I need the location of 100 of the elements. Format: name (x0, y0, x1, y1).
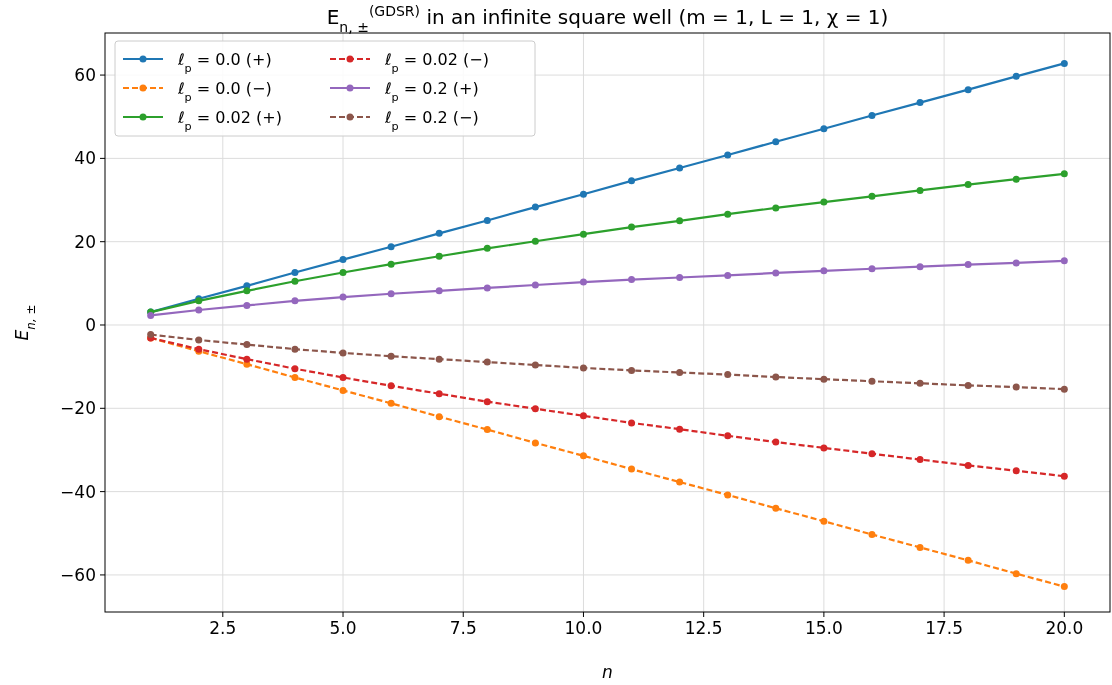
point (628, 177, 636, 185)
point (579, 364, 587, 372)
point (820, 125, 828, 133)
x-tick-label: 20.0 (1045, 618, 1084, 638)
point (339, 349, 347, 357)
point (531, 281, 539, 289)
point (291, 297, 299, 305)
point (531, 439, 539, 447)
point (1012, 570, 1020, 578)
x-tick-label: 15.0 (804, 618, 843, 638)
point (724, 371, 732, 379)
point (628, 465, 636, 473)
point (1060, 59, 1068, 67)
point (964, 261, 972, 269)
point (628, 223, 636, 231)
point (483, 284, 491, 292)
point (868, 111, 876, 119)
point (724, 432, 732, 440)
point (1060, 472, 1068, 480)
point (820, 444, 828, 452)
point (868, 265, 876, 273)
x-axis-title: n (602, 662, 613, 682)
point (243, 341, 251, 349)
point (435, 229, 443, 237)
x-tick-label: 12.5 (684, 618, 723, 638)
point (964, 181, 972, 189)
point (676, 164, 684, 172)
point (916, 263, 924, 271)
legend-label: ℓ$_{p}$ = 0.02 (+) (177, 108, 282, 133)
point (1060, 257, 1068, 265)
point (339, 269, 347, 277)
chart-title: E$_{n, ±}$$^{(GDSR)}$ in an infinite square well (m = 1, L = 1, χ = 1) (326, 3, 889, 35)
point (676, 217, 684, 225)
point (435, 287, 443, 295)
y-tick-label: 0 (85, 315, 96, 335)
point (387, 382, 395, 390)
point (531, 203, 539, 211)
point (1060, 170, 1068, 178)
point (964, 86, 972, 94)
point (387, 290, 395, 298)
point (1012, 467, 1020, 475)
point (724, 271, 732, 279)
x-tick-label: 7.5 (449, 618, 477, 638)
point (820, 517, 828, 525)
point (1012, 259, 1020, 267)
point (195, 306, 203, 314)
point (195, 336, 203, 344)
point (724, 151, 732, 159)
point (628, 366, 636, 374)
point (724, 210, 732, 218)
point (435, 390, 443, 398)
legend-label: ℓ$_{p}$ = 0.0 (+) (177, 50, 272, 75)
point (916, 186, 924, 194)
x-tick-label: 10.0 (564, 618, 603, 638)
x-tick-label: 2.5 (209, 618, 237, 638)
point (916, 543, 924, 551)
point (483, 358, 491, 366)
point (772, 438, 780, 446)
point (291, 277, 299, 285)
point (772, 138, 780, 146)
point (579, 278, 587, 286)
point (1012, 72, 1020, 80)
point (772, 269, 780, 277)
point (820, 375, 828, 383)
point (964, 381, 972, 389)
point (868, 377, 876, 385)
point (820, 267, 828, 275)
point (772, 373, 780, 381)
point (291, 373, 299, 381)
point (531, 361, 539, 369)
point (772, 504, 780, 512)
point (628, 276, 636, 284)
point (243, 301, 251, 309)
point (868, 450, 876, 458)
y-tick-label: 60 (74, 65, 96, 86)
point (387, 243, 395, 251)
legend-label: ℓ$_{p}$ = 0.02 (−) (384, 50, 489, 75)
point (868, 192, 876, 200)
legend-label: ℓ$_{p}$ = 0.2 (+) (384, 79, 479, 104)
point (531, 237, 539, 245)
y-tick-label: −40 (60, 481, 96, 502)
point (291, 345, 299, 353)
point (435, 252, 443, 260)
x-tick-label: 5.0 (329, 618, 357, 638)
point (579, 190, 587, 198)
y-tick-label: 40 (74, 148, 96, 169)
point (724, 491, 732, 499)
point (1012, 383, 1020, 391)
point (387, 352, 395, 360)
point (339, 386, 347, 394)
point (916, 456, 924, 464)
point (868, 531, 876, 539)
point (676, 478, 684, 486)
point (964, 556, 972, 564)
point (820, 198, 828, 206)
point (531, 405, 539, 413)
point (435, 355, 443, 363)
point (435, 413, 443, 421)
x-tick-label: 17.5 (925, 618, 964, 638)
point (579, 412, 587, 420)
